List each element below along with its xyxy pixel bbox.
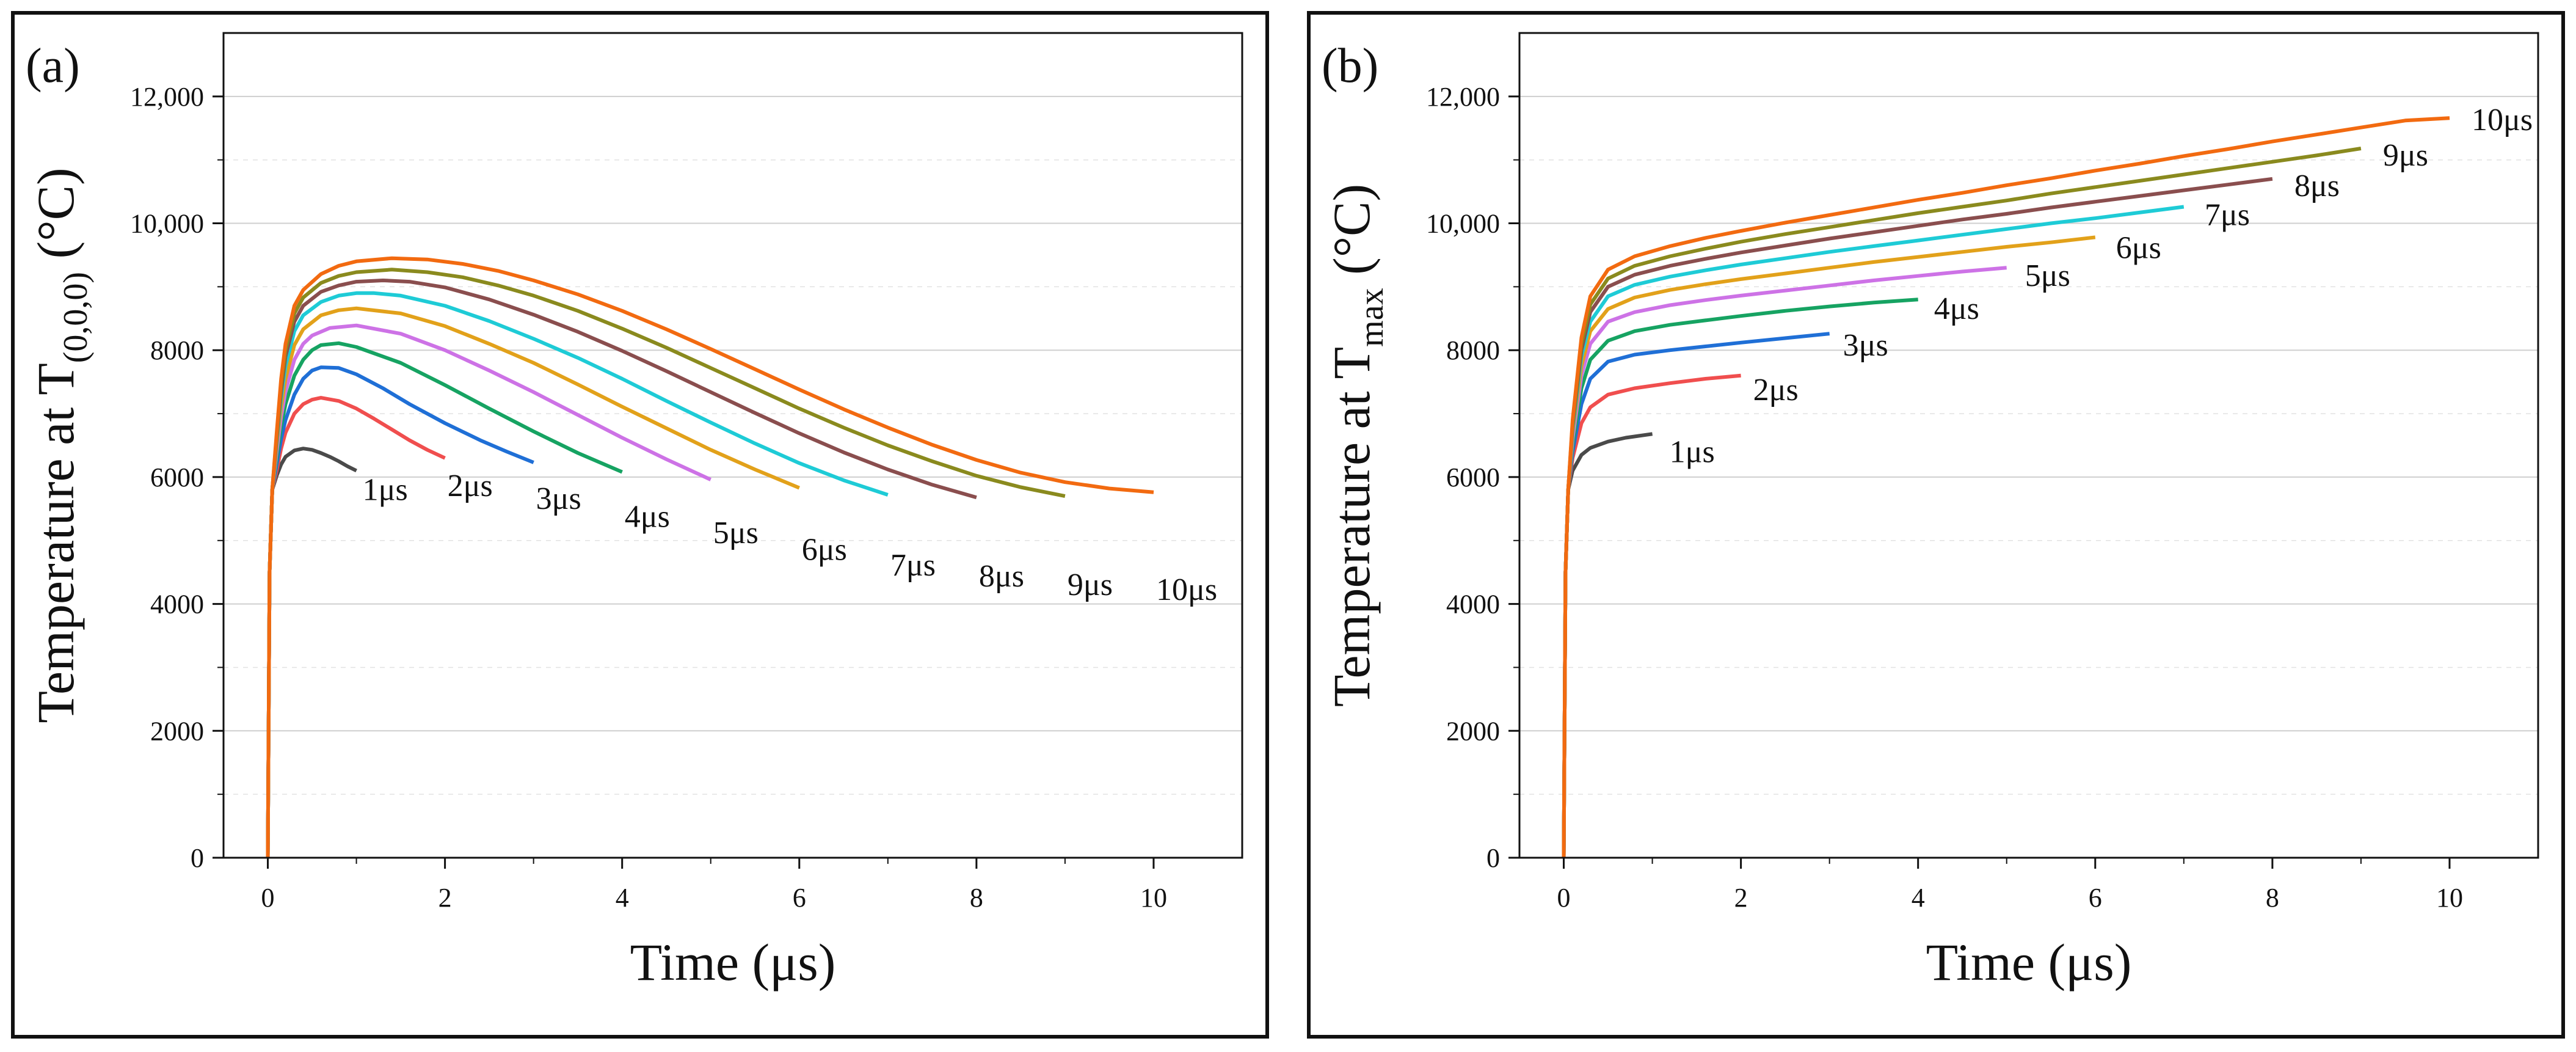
series-line-4us — [266, 341, 623, 858]
series-line-9us — [1562, 147, 2362, 858]
y-tick-label: 2000 — [1446, 716, 1500, 746]
plot-frame — [222, 32, 1243, 859]
series-label: 7μs — [890, 548, 936, 583]
y-axis-title-main: Temperature at T — [1322, 347, 1381, 707]
x-tick-label: 4 — [616, 883, 629, 913]
series-label: 10μs — [1156, 572, 1217, 607]
y-tick-label: 0 — [1486, 843, 1500, 873]
y-tick-label: 8000 — [1446, 335, 1500, 365]
panel-b: 1μs 2μs 3μs 4μs 5μs 6μs 7μs 8μs 9μs 10μs 0 2 4 6 8 10 0 2… — [1307, 11, 2565, 1039]
series-label: 9μs — [1068, 568, 1113, 602]
y-tick-label: 6000 — [150, 462, 204, 492]
series-line-1us — [266, 447, 357, 858]
series-line-2us — [266, 396, 446, 858]
x-tick-label: 2 — [1734, 883, 1748, 913]
y-tick-label: 8000 — [150, 335, 204, 365]
series-line-10us — [266, 256, 1154, 858]
panel-a: 1μs 2μs 3μs 4μs 5μs 6μs 7μs 8μs 9μs 10μs 0 2 4 6 8 10 0 2… — [11, 11, 1269, 1039]
series-label: 3μs — [536, 481, 581, 516]
series-line-3us — [266, 365, 534, 858]
series-line-4us — [1562, 298, 1918, 858]
series-label: 8μs — [979, 559, 1024, 594]
series-line-5us — [266, 323, 711, 858]
series-label: 1μs — [363, 473, 408, 508]
y-tick-label: 10,000 — [1426, 209, 1500, 239]
y-tick-label: 10,000 — [130, 209, 204, 239]
series-line-3us — [1562, 332, 1830, 858]
series-label: 2μs — [448, 469, 493, 503]
series-label: 4μs — [1934, 291, 1979, 326]
y-axis-title-subscript: (0,0,0) — [57, 272, 95, 363]
y-axis-title: Temperature at Tmax (°C) — [1322, 184, 1391, 707]
x-axis-title: Time (μs) — [630, 933, 836, 992]
y-tick-label: 4000 — [150, 590, 204, 619]
series-line-8us — [266, 279, 977, 858]
y-tick-label: 6000 — [1446, 462, 1500, 492]
y-tick-label: 12,000 — [1426, 82, 1500, 112]
panel-label: (b) — [1322, 39, 1378, 93]
series-label: 6μs — [802, 533, 847, 568]
x-tick-label: 0 — [1557, 883, 1571, 913]
series-label: 5μs — [2025, 258, 2070, 293]
x-tick-label: 2 — [438, 883, 452, 913]
series-label: 7μs — [2205, 198, 2250, 233]
series-label: 3μs — [1843, 328, 1888, 363]
plot-frame — [1518, 32, 2539, 859]
y-axis-title: Temperature at T(0,0,0) (°C) — [26, 167, 95, 723]
y-axis-title-unit: (°C) — [1322, 184, 1381, 288]
series-label: 2μs — [1753, 373, 1799, 407]
y-axis-title-subscript: max — [1353, 288, 1391, 346]
x-tick-label: 10 — [1140, 883, 1167, 913]
panel-label: (a) — [26, 39, 80, 93]
y-axis-title-main: Temperature at T — [26, 363, 85, 723]
x-tick-label: 4 — [1912, 883, 1925, 913]
x-axis-title: Time (μs) — [1926, 933, 2132, 992]
x-tick-label: 6 — [793, 883, 806, 913]
series-line-10us — [1562, 116, 2450, 858]
x-tick-label: 10 — [2436, 883, 2463, 913]
series-label: 10μs — [2472, 103, 2533, 137]
series-label: 9μs — [2383, 138, 2428, 173]
series-label: 6μs — [2116, 230, 2161, 265]
series-label: 5μs — [713, 516, 759, 550]
series-label: 4μs — [625, 500, 670, 535]
x-tick-label: 8 — [2266, 883, 2279, 913]
x-tick-label: 0 — [261, 883, 275, 913]
series-label: 1μs — [1670, 434, 1715, 469]
series-line-7us — [1562, 205, 2185, 858]
y-tick-label: 12,000 — [130, 82, 204, 112]
series-label: 8μs — [2294, 169, 2340, 203]
y-tick-label: 0 — [191, 843, 204, 873]
y-tick-label: 4000 — [1446, 590, 1500, 619]
y-axis-title-unit: (°C) — [26, 167, 85, 272]
series-line-8us — [1562, 177, 2273, 858]
chart-a-svg: 1μs 2μs 3μs 4μs 5μs 6μs 7μs 8μs 9μs 10μs 0 2 4 6 8 10 0 2… — [26, 32, 1243, 992]
x-tick-label: 6 — [2089, 883, 2102, 913]
y-tick-label: 2000 — [150, 716, 204, 746]
x-tick-label: 8 — [970, 883, 983, 913]
chart-b-svg: 1μs 2μs 3μs 4μs 5μs 6μs 7μs 8μs 9μs 10μs 0 2 4 6 8 10 0 2… — [1322, 32, 2539, 992]
